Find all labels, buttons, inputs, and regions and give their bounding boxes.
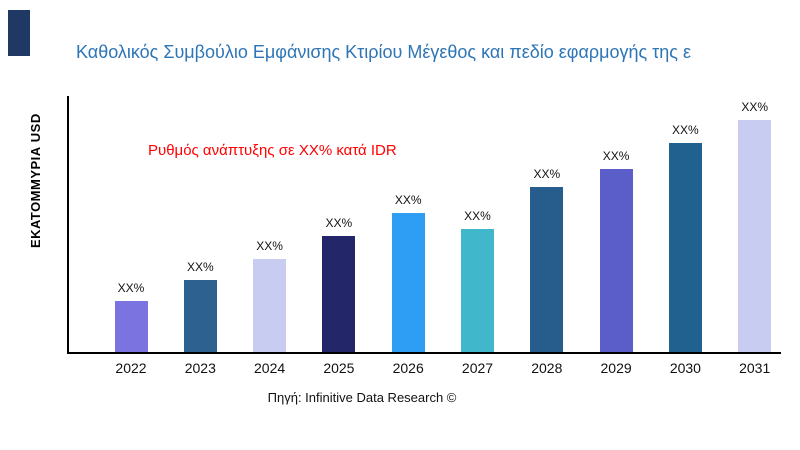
bar-2030 <box>668 143 702 352</box>
x-tick-2023: 2023 <box>184 360 216 376</box>
bar-2022 <box>114 301 148 352</box>
x-tick-2022: 2022 <box>115 360 147 376</box>
bar-group-2026: XX% <box>384 193 432 352</box>
y-axis-line <box>67 96 69 354</box>
bar-group-2024: XX% <box>246 239 294 352</box>
x-tick-2031: 2031 <box>739 360 771 376</box>
bar-group-2030: XX% <box>661 123 709 352</box>
x-axis-line <box>67 352 781 354</box>
source-attribution: Πηγή: Infinitive Data Research © <box>267 390 457 405</box>
bar-value-label: XX% <box>256 239 283 253</box>
bar-2026 <box>391 213 425 352</box>
y-axis-label: ΕΚΑΤΟΜΜΥΡΙΑ USD <box>28 113 43 248</box>
bar-value-label: XX% <box>394 193 422 207</box>
x-tick-2028: 2028 <box>531 360 563 376</box>
x-tick-2024: 2024 <box>254 360 286 376</box>
bar-2027 <box>461 229 494 352</box>
bar-2028 <box>530 187 564 352</box>
bar-group-2027: XX% <box>454 209 502 352</box>
bar-2023 <box>183 280 217 352</box>
bar-group-2023: XX% <box>176 260 224 352</box>
x-tick-2025: 2025 <box>323 360 355 376</box>
bar-value-label: XX% <box>741 100 769 114</box>
bar-value-label: XX% <box>464 209 491 223</box>
bar-value-label: XX% <box>325 216 353 230</box>
bar-value-label: XX% <box>672 123 699 137</box>
x-tick-2029: 2029 <box>600 360 632 376</box>
bar-group-2028: XX% <box>523 167 571 352</box>
x-tick-2026: 2026 <box>392 360 424 376</box>
bar-group-2031: XX% <box>731 100 779 352</box>
corner-accent-bar <box>8 10 30 56</box>
bar-2024 <box>253 259 287 352</box>
bar-value-label: XX% <box>602 149 630 163</box>
x-tick-2030: 2030 <box>669 360 701 376</box>
bar-2029 <box>599 169 633 352</box>
bar-value-label: XX% <box>533 167 561 181</box>
bar-value-label: XX% <box>117 281 145 295</box>
bar-group-2025: XX% <box>315 216 363 352</box>
x-axis-ticks: 2022 2023 2024 2025 2026 2027 2028 2029 2030 2031 <box>68 360 792 380</box>
bar-group-2022: XX% <box>107 281 155 352</box>
bar-value-label: XX% <box>186 260 214 274</box>
x-tick-2027: 2027 <box>461 360 494 376</box>
bar-group-2029: XX% <box>592 149 640 352</box>
plot-area: XX% XX% XX% XX% XX% XX% XX% XX% XX% XX% <box>68 97 792 352</box>
bar-2025 <box>322 236 356 352</box>
bar-2031 <box>738 120 772 352</box>
growth-rate-annotation: Ρυθμός ανάπτυξης σε XX% κατά IDR <box>148 142 397 159</box>
chart-title: Καθολικός Συμβούλιο Εμφάνισης Κτιρίου Μέ… <box>76 42 691 62</box>
